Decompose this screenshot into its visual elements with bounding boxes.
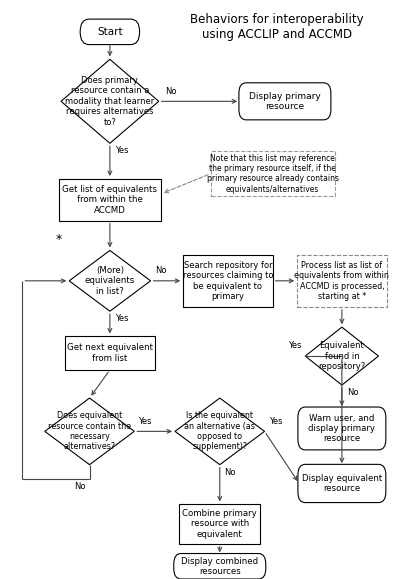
Text: Process list as list of
equivalents from within
ACCMD is processed,
starting at : Process list as list of equivalents from… xyxy=(294,261,389,301)
Text: Yes: Yes xyxy=(115,314,128,323)
Text: Is the equivalent
an alternative (as
opposed to
supplement)?: Is the equivalent an alternative (as opp… xyxy=(184,411,255,452)
Text: No: No xyxy=(165,86,176,96)
Bar xyxy=(211,151,335,196)
Text: Warn user, and
display primary
resource: Warn user, and display primary resource xyxy=(309,413,375,444)
Text: Start: Start xyxy=(97,27,123,37)
Text: Does equivalent
resource contain the
necessary
alternatives?: Does equivalent resource contain the nec… xyxy=(48,411,131,452)
Text: Yes: Yes xyxy=(269,416,282,426)
Bar xyxy=(65,336,155,370)
Bar xyxy=(59,179,161,221)
Text: No: No xyxy=(74,482,85,491)
Polygon shape xyxy=(61,60,159,144)
Text: Get next equivalent
from list: Get next equivalent from list xyxy=(67,343,153,363)
Bar xyxy=(183,255,273,307)
Text: No: No xyxy=(347,388,358,397)
FancyBboxPatch shape xyxy=(298,464,386,503)
Text: Get list of equivalents
from within the
ACCMD: Get list of equivalents from within the … xyxy=(62,185,158,215)
Text: Display equivalent
resource: Display equivalent resource xyxy=(302,474,382,493)
Text: Behaviors for interoperability
using ACCLIP and ACCMD: Behaviors for interoperability using ACC… xyxy=(190,13,363,41)
Bar xyxy=(297,255,387,307)
FancyBboxPatch shape xyxy=(174,554,266,579)
Text: Display primary
resource: Display primary resource xyxy=(249,91,321,111)
Text: Search repository for
resources claiming to
be equivalent to
primary: Search repository for resources claiming… xyxy=(183,261,273,301)
Bar xyxy=(179,504,260,544)
Polygon shape xyxy=(45,398,134,464)
Text: No: No xyxy=(155,266,167,275)
Text: Equivalent
found in
repository?: Equivalent found in repository? xyxy=(318,341,365,371)
Text: No: No xyxy=(224,468,235,477)
Text: (More)
equivalents
in list?: (More) equivalents in list? xyxy=(85,266,135,296)
Text: Display combined
resources: Display combined resources xyxy=(181,556,258,576)
Text: Yes: Yes xyxy=(138,416,152,426)
Polygon shape xyxy=(175,398,265,464)
FancyBboxPatch shape xyxy=(80,19,140,45)
Polygon shape xyxy=(305,327,379,385)
Text: Yes: Yes xyxy=(115,146,128,155)
FancyBboxPatch shape xyxy=(239,83,331,120)
FancyBboxPatch shape xyxy=(298,407,386,450)
Text: *: * xyxy=(56,233,62,246)
Polygon shape xyxy=(69,251,151,312)
Text: Combine primary
resource with
equivalent: Combine primary resource with equivalent xyxy=(182,509,257,539)
Text: Note that this list may reference
the primary resource itself, if the
primary re: Note that this list may reference the pr… xyxy=(207,153,339,194)
Text: Yes: Yes xyxy=(288,341,301,350)
Text: Does primary
resource contain a
modality that learner
requires alternatives
to?: Does primary resource contain a modality… xyxy=(65,76,155,127)
